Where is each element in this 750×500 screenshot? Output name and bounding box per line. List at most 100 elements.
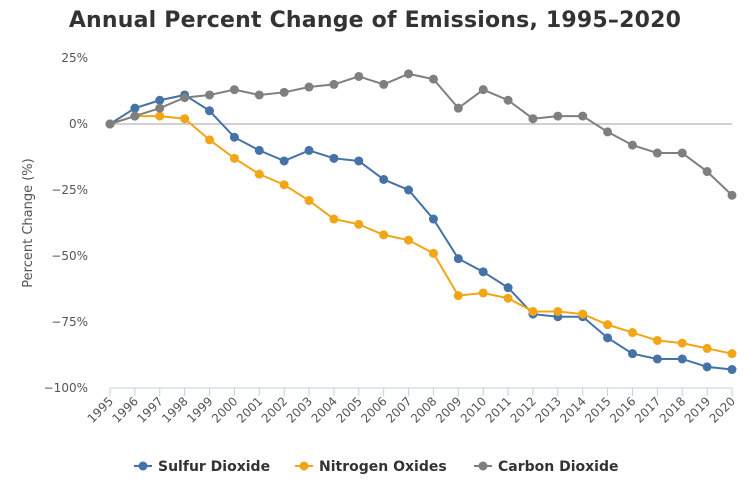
y-tick-label: −25% (51, 183, 88, 197)
data-point-sulfur-dioxide (404, 185, 414, 195)
data-point-carbon-dioxide (205, 90, 215, 100)
data-point-sulfur-dioxide (428, 214, 438, 224)
data-point-nitrogen-oxides (652, 335, 662, 345)
data-point-sulfur-dioxide (254, 145, 264, 155)
data-point-nitrogen-oxides (329, 214, 339, 224)
data-point-carbon-dioxide (180, 93, 190, 103)
data-point-sulfur-dioxide (453, 254, 463, 264)
data-point-carbon-dioxide (304, 82, 314, 92)
data-point-carbon-dioxide (478, 85, 488, 95)
data-point-sulfur-dioxide (304, 145, 314, 155)
x-tick-label: 2001 (234, 394, 265, 425)
legend: Sulfur Dioxide Nitrogen Oxides Carbon Diox… (134, 459, 619, 475)
x-tick-label: 2018 (657, 394, 688, 425)
series-carbon-dioxide (105, 69, 737, 200)
data-point-nitrogen-oxides (304, 196, 314, 206)
data-point-carbon-dioxide (503, 95, 513, 105)
data-point-carbon-dioxide (603, 127, 613, 137)
data-point-nitrogen-oxides (180, 114, 190, 124)
x-tick-label: 1999 (184, 394, 215, 425)
x-tick-label: 1997 (134, 394, 165, 425)
x-tick-label: 2009 (433, 394, 464, 425)
data-point-carbon-dioxide (329, 79, 339, 89)
legend-item-nitrogen-oxides: Nitrogen Oxides (295, 459, 447, 475)
data-point-sulfur-dioxide (379, 174, 389, 184)
data-point-sulfur-dioxide (229, 132, 239, 142)
data-point-carbon-dioxide (229, 85, 239, 95)
x-tick-label: 1995 (85, 394, 116, 425)
data-point-sulfur-dioxide (279, 156, 289, 166)
series-sulfur-dioxide (105, 90, 737, 375)
x-tick-label: 2017 (632, 394, 663, 425)
y-tick-label: −50% (51, 249, 88, 263)
data-point-sulfur-dioxide (702, 362, 712, 372)
series-line-nitrogen-oxides (109, 115, 733, 355)
series-layer (105, 69, 737, 375)
data-point-nitrogen-oxides (528, 306, 538, 316)
data-point-carbon-dioxide (105, 119, 115, 129)
y-tick-label: 0% (69, 117, 88, 131)
data-point-nitrogen-oxides (503, 293, 513, 303)
x-tick-label: 2010 (458, 394, 489, 425)
data-point-sulfur-dioxide (329, 153, 339, 163)
x-tick-label: 2011 (483, 394, 514, 425)
legend-marker-nitrogen-oxides (299, 461, 309, 471)
y-tick-label: −100% (44, 381, 88, 395)
x-tick-label: 2006 (358, 394, 389, 425)
y-tick-label: 25% (61, 51, 88, 65)
data-point-sulfur-dioxide (727, 365, 737, 375)
data-point-nitrogen-oxides (279, 180, 289, 190)
data-point-carbon-dioxide (354, 71, 364, 81)
data-point-carbon-dioxide (727, 190, 737, 200)
series-nitrogen-oxides (105, 111, 737, 359)
data-point-carbon-dioxide (428, 74, 438, 84)
x-tick-label: 2007 (383, 394, 414, 425)
data-point-carbon-dioxide (677, 148, 687, 158)
data-point-sulfur-dioxide (503, 283, 513, 293)
legend-label-nitrogen-oxides: Nitrogen Oxides (319, 459, 447, 475)
data-point-nitrogen-oxides (478, 288, 488, 298)
data-point-nitrogen-oxides (677, 338, 687, 348)
series-line-sulfur-dioxide (109, 93, 733, 371)
x-tick-label: 2004 (309, 394, 340, 425)
x-tick-label: 2014 (557, 394, 588, 425)
data-point-carbon-dioxide (404, 69, 414, 79)
y-axis-title: Percent Change (%) (21, 158, 36, 287)
data-point-carbon-dioxide (155, 103, 165, 113)
data-point-carbon-dioxide (279, 87, 289, 97)
data-point-sulfur-dioxide (130, 103, 140, 113)
data-point-carbon-dioxide (379, 79, 389, 89)
x-tick-label: 2015 (582, 394, 613, 425)
chart-title: Annual Percent Change of Emissions, 1995… (68, 8, 682, 33)
data-point-nitrogen-oxides (428, 248, 438, 258)
data-point-carbon-dioxide (130, 111, 140, 121)
data-point-nitrogen-oxides (155, 111, 165, 121)
data-point-nitrogen-oxides (453, 291, 463, 301)
data-point-nitrogen-oxides (553, 306, 563, 316)
data-point-sulfur-dioxide (205, 106, 215, 116)
data-point-nitrogen-oxides (379, 230, 389, 240)
data-point-carbon-dioxide (627, 140, 637, 150)
x-tick-label: 2012 (508, 394, 539, 425)
data-point-nitrogen-oxides (205, 135, 215, 145)
x-tick-label: 2002 (259, 394, 290, 425)
data-point-sulfur-dioxide (155, 95, 165, 105)
legend-item-carbon-dioxide: Carbon Dioxide (474, 459, 619, 475)
data-point-nitrogen-oxides (229, 153, 239, 163)
legend-marker-sulfur-dioxide (138, 461, 148, 471)
data-point-carbon-dioxide (254, 90, 264, 100)
data-point-sulfur-dioxide (677, 354, 687, 364)
x-tick-label: 2016 (607, 394, 638, 425)
x-tick-label: 1998 (159, 394, 190, 425)
axes: 25% 0% −25% −50% −75% −100% Percent Change (%)… (21, 51, 738, 426)
x-tick-label: 2003 (284, 394, 315, 425)
data-point-sulfur-dioxide (652, 354, 662, 364)
data-point-carbon-dioxide (652, 148, 662, 158)
x-tick-label: 1996 (110, 394, 141, 425)
y-tick-label: −75% (51, 315, 88, 329)
x-tick-label: 2000 (209, 394, 240, 425)
x-tick-label: 2005 (333, 394, 364, 425)
data-point-nitrogen-oxides (702, 343, 712, 353)
data-point-nitrogen-oxides (727, 349, 737, 359)
data-point-nitrogen-oxides (578, 309, 588, 319)
